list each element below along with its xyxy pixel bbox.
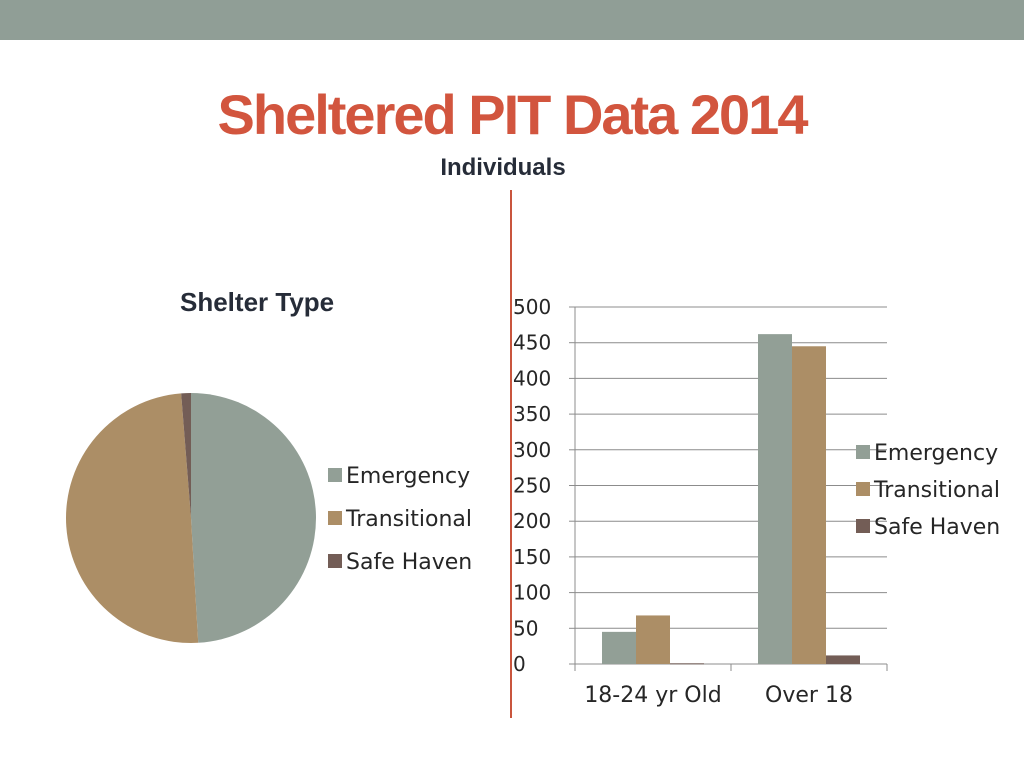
slide-title: Sheltered PIT Data 2014 [217,83,809,146]
bar-safe-haven-18-24-yr-old [670,663,704,665]
y-tick-label: 0 [513,652,526,676]
bar-legend-label-safe-haven: Safe Haven [874,515,1000,540]
y-tick-label: 100 [513,581,551,605]
bar-legend-swatch-emergency [856,445,870,459]
y-tick-label: 400 [513,366,551,390]
pie-legend-label-emergency: Emergency [346,464,470,489]
y-tick-label: 250 [513,474,551,498]
pie-chart-title: Shelter Type [180,287,335,317]
bar-emergency-over-18 [758,334,792,664]
pie-legend: Emergency Transitional Safe Haven [328,464,472,575]
x-category-label: 18-24 yr Old [584,683,721,708]
slide-subtitle: Individuals [440,154,566,181]
y-tick-label: 350 [513,402,551,426]
y-tick-label: 150 [513,545,551,569]
pie-legend-swatch-emergency [328,468,342,482]
pie-slice-safe-haven [181,393,191,518]
bar-emergency-18-24-yr-old [602,631,636,664]
bar-chart: 0 50 100 150 200 250 300 350 400 450 500 18-24 yr O… [513,295,888,708]
pie-legend-swatch-transitional [328,511,342,525]
y-tick-label: 200 [513,509,551,533]
bar-transitional-18-24-yr-old [636,615,670,664]
x-category-label: Over 18 [765,683,853,708]
pie-legend-swatch-safe-haven [328,554,342,568]
pie-legend-label-safe-haven: Safe Haven [346,550,472,575]
y-tick-label: 450 [513,331,551,355]
pie-slice-emergency [191,393,317,643]
bar-legend: Emergency Transitional Safe Haven [856,441,1000,540]
bar-safe-haven-over-18 [826,655,860,664]
pie-chart [66,393,317,643]
bar-legend-label-emergency: Emergency [874,441,998,466]
y-tick-label: 300 [513,438,551,462]
bar-transitional-over-18 [792,346,826,664]
y-tick-label: 500 [513,295,551,319]
vertical-divider [510,190,512,718]
bar-legend-label-transitional: Transitional [873,478,1000,503]
pie-slice-transitional [66,393,199,643]
pie-legend-label-transitional: Transitional [345,507,472,532]
top-accent-band [0,0,1024,40]
bar-legend-swatch-safe-haven [856,519,870,533]
y-tick-label: 50 [513,616,538,640]
bar-legend-swatch-transitional [856,482,870,496]
